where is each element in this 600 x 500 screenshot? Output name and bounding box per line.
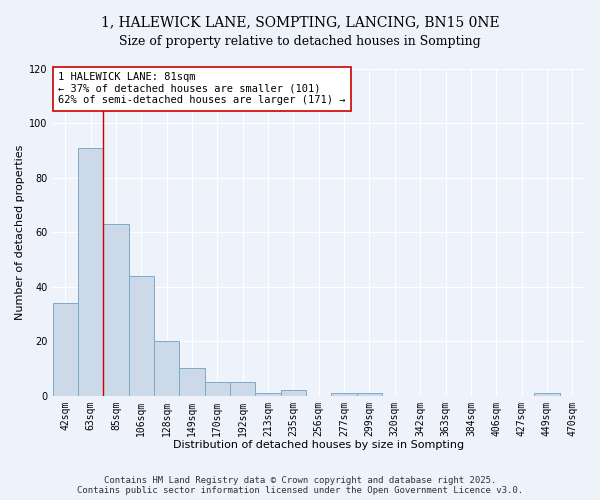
- Bar: [128, 276, 154, 396]
- X-axis label: Distribution of detached houses by size in Sompting: Distribution of detached houses by size …: [173, 440, 464, 450]
- Y-axis label: Number of detached properties: Number of detached properties: [15, 144, 25, 320]
- Bar: [103, 224, 128, 396]
- Text: Size of property relative to detached houses in Sompting: Size of property relative to detached ho…: [119, 35, 481, 48]
- Text: 1 HALEWICK LANE: 81sqm
← 37% of detached houses are smaller (101)
62% of semi-de: 1 HALEWICK LANE: 81sqm ← 37% of detached…: [58, 72, 346, 106]
- Bar: [534, 393, 560, 396]
- Bar: [179, 368, 205, 396]
- Bar: [357, 393, 382, 396]
- Bar: [78, 148, 103, 396]
- Bar: [205, 382, 230, 396]
- Text: 1, HALEWICK LANE, SOMPTING, LANCING, BN15 0NE: 1, HALEWICK LANE, SOMPTING, LANCING, BN1…: [101, 15, 499, 29]
- Text: Contains HM Land Registry data © Crown copyright and database right 2025.
Contai: Contains HM Land Registry data © Crown c…: [77, 476, 523, 495]
- Bar: [256, 393, 281, 396]
- Bar: [281, 390, 306, 396]
- Bar: [53, 303, 78, 396]
- Bar: [154, 342, 179, 396]
- Bar: [230, 382, 256, 396]
- Bar: [331, 393, 357, 396]
